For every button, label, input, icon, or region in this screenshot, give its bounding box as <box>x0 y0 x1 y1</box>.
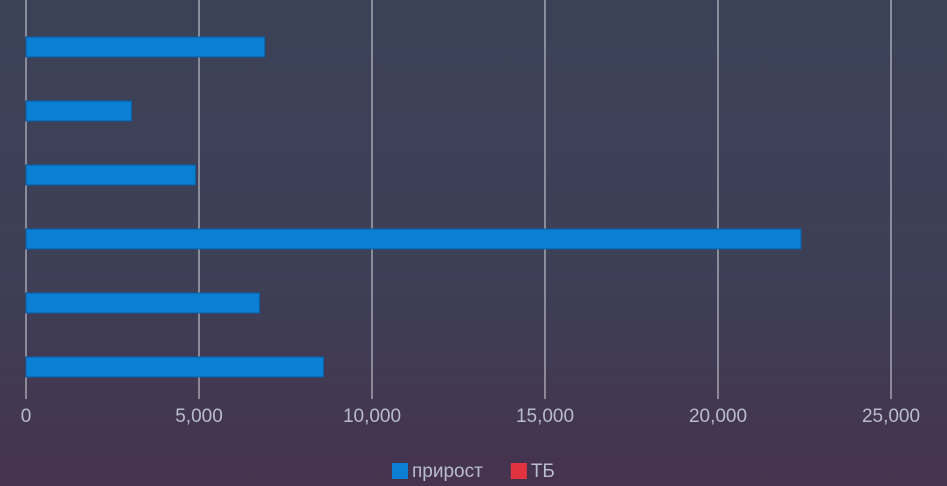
x-tick-label: 0 <box>21 406 32 427</box>
legend-label: ТБ <box>531 461 555 482</box>
x-tick-label: 10,000 <box>343 406 401 427</box>
bar <box>25 36 266 58</box>
bar <box>25 228 802 250</box>
x-tick-label: 5,000 <box>175 406 223 427</box>
bar <box>25 356 325 378</box>
x-tick-label: 15,000 <box>516 406 574 427</box>
x-tick-label: 25,000 <box>862 406 920 427</box>
legend-label: прирост <box>412 461 483 482</box>
bar <box>25 100 133 122</box>
legend-swatch <box>392 463 408 479</box>
x-tick-label: 20,000 <box>689 406 747 427</box>
bar <box>25 164 197 186</box>
bar <box>25 292 261 314</box>
legend-swatch <box>510 463 527 479</box>
